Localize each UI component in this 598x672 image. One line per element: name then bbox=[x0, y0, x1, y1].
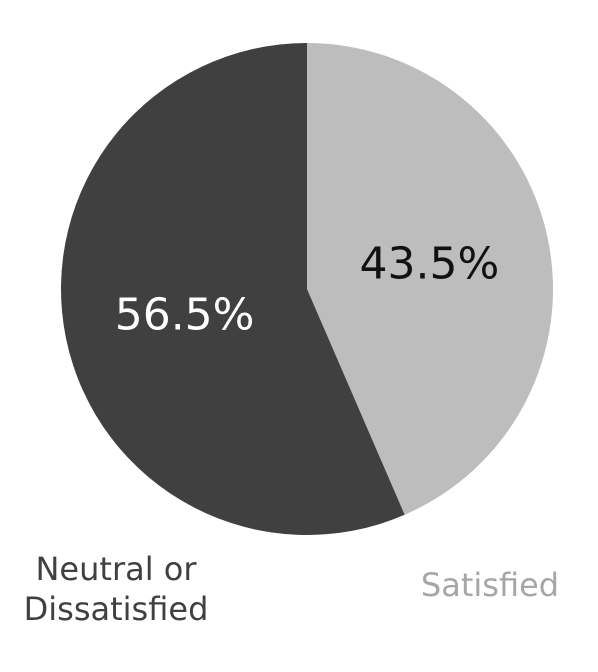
slice-category-label-2: Neutral or Dissatisfied bbox=[24, 550, 209, 628]
slice-category-label-line: Dissatisfied bbox=[24, 590, 209, 628]
slice-category-label-line: Satisfied bbox=[421, 566, 559, 604]
slice-value-label-1: 43.5% bbox=[360, 239, 500, 290]
category-labels: Satisfied Neutral or Dissatisfied bbox=[24, 550, 559, 628]
pie-slices bbox=[60, 43, 553, 535]
slice-value-label-2: 56.5% bbox=[115, 289, 255, 340]
slice-category-label-line: Neutral or bbox=[35, 550, 197, 588]
pie-slice-2 bbox=[60, 43, 405, 535]
value-labels: 43.5% 56.5% bbox=[115, 239, 500, 341]
pie-slice-1 bbox=[307, 43, 553, 515]
slice-category-label-1: Satisfied bbox=[421, 566, 559, 604]
